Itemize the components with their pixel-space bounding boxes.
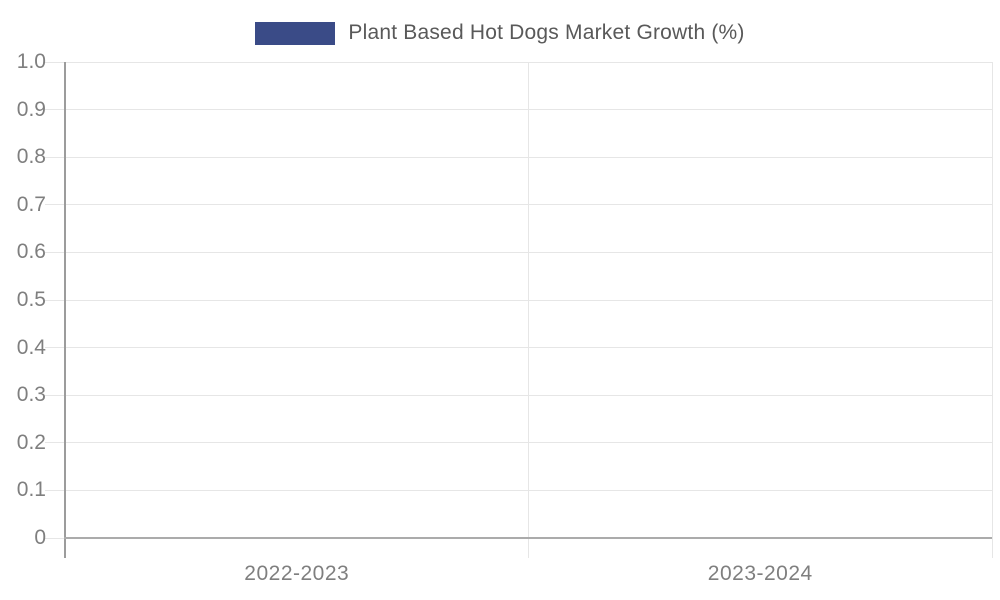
y-tick-label: 0 (34, 526, 46, 549)
y-tick-label: 1.0 (16, 50, 46, 73)
gridline-horizontal (45, 109, 992, 111)
gridline-horizontal (45, 204, 992, 206)
y-axis-line (64, 62, 66, 558)
y-tick-label: 0.8 (16, 145, 46, 169)
gridline-horizontal (45, 489, 992, 491)
gridline-horizontal (45, 442, 992, 444)
gridline-horizontal (45, 251, 992, 253)
legend-swatch (255, 21, 336, 45)
y-tick-label: 0.6 (16, 240, 46, 264)
gridline-horizontal (45, 347, 992, 349)
y-tick-label: 0.3 (16, 383, 46, 407)
x-tick-label: 2023-2024 (707, 562, 813, 585)
y-tick-label: 0.7 (16, 192, 46, 216)
y-tick-label: 0.2 (16, 430, 46, 454)
x-tick-label: 2022-2023 (244, 562, 350, 585)
gridline-horizontal (45, 299, 992, 301)
y-tick-label: 0.4 (16, 335, 46, 359)
gridline-horizontal (45, 156, 992, 158)
gridline-vertical (528, 62, 529, 558)
y-tick-label: 0.5 (16, 288, 46, 311)
chart-title: Plant Based Hot Dogs Market Growth (%) (348, 21, 745, 44)
gridline-horizontal (45, 61, 992, 63)
y-tick-label: 0.1 (16, 478, 46, 502)
gridline-horizontal (45, 394, 992, 396)
y-tick-label: 0.9 (16, 97, 46, 121)
x-axis-baseline (64, 537, 992, 539)
legend: Plant Based Hot Dogs Market Growth (%) (0, 18, 1000, 48)
gridline-vertical (991, 62, 993, 558)
